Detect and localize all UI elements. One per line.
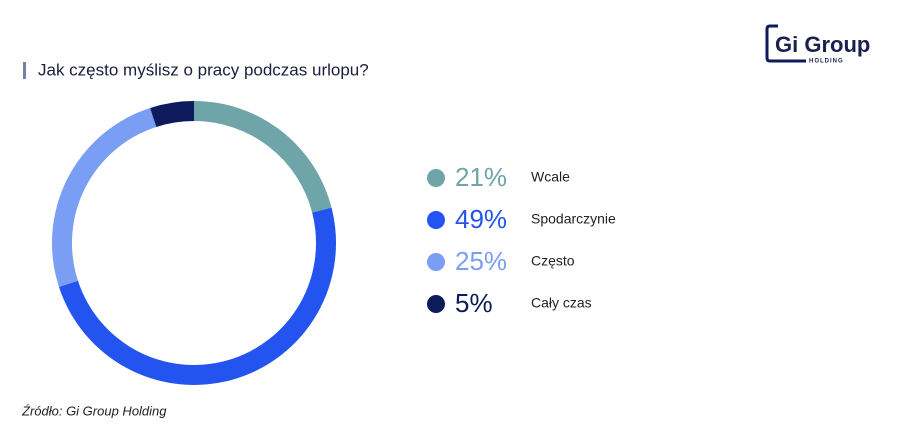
slice xyxy=(150,101,194,127)
slice xyxy=(51,107,157,287)
legend-marker xyxy=(427,211,445,229)
logo-subtext: HOLDING xyxy=(809,59,844,65)
value-label: 21% xyxy=(455,162,507,192)
logo-bracket xyxy=(765,24,806,63)
value-label: 49% xyxy=(455,204,507,234)
legend-label: Spodarczynie xyxy=(531,211,616,227)
title-bar xyxy=(23,62,26,79)
legend-marker xyxy=(427,253,445,271)
source: Źródło: Gi Group Holding xyxy=(21,403,167,418)
slice xyxy=(194,101,332,213)
value-label: 5% xyxy=(455,288,493,318)
logo-text: Gi Group xyxy=(775,32,870,57)
legend-label: Wcale xyxy=(531,169,570,185)
chart-title: Jak często myślisz o pracy podczas urlop… xyxy=(38,60,369,79)
legend-label: Cały czas xyxy=(531,295,592,311)
legend-marker xyxy=(427,295,445,313)
legend-label: Często xyxy=(531,253,575,269)
legend-marker xyxy=(427,169,445,187)
value-label: 25% xyxy=(455,246,507,276)
